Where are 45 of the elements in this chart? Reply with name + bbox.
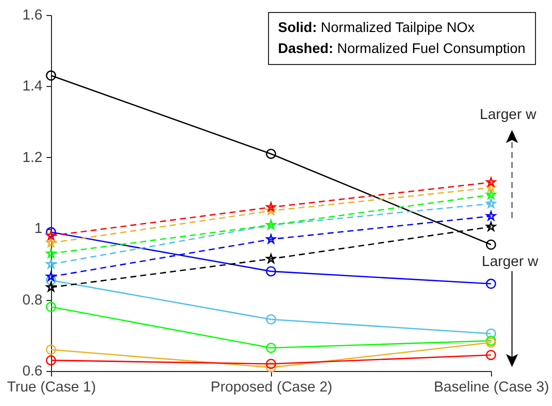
point (266, 342, 276, 353)
point (486, 222, 496, 232)
point (266, 358, 276, 369)
point (266, 266, 276, 276)
point (266, 206, 276, 216)
y-tick-label: 1 (34, 221, 42, 238)
point (266, 148, 276, 159)
y-tick-label: 1.4 (22, 78, 42, 95)
annotation: Dashed: Normalized Fuel Consumption (278, 39, 526, 58)
x-tick-label: Baseline (Case 3) (434, 380, 550, 396)
point (46, 70, 56, 81)
point (266, 234, 276, 244)
point (46, 259, 56, 268)
point (46, 272, 56, 281)
point (266, 362, 276, 373)
point (266, 202, 276, 212)
point (486, 278, 496, 289)
point (486, 190, 496, 200)
point (266, 314, 276, 324)
point (46, 282, 56, 292)
y-tick-label: 0.8 (22, 292, 42, 308)
point (486, 240, 496, 250)
point (46, 238, 56, 248)
point (486, 328, 496, 339)
x-tick-label: Proposed (Case 2) (210, 380, 332, 396)
point (46, 248, 56, 258)
annotation: Larger w (482, 254, 539, 270)
point (486, 177, 496, 187)
point (46, 275, 56, 286)
point (486, 211, 496, 220)
x-tick-label: True (Case 1) (7, 380, 96, 396)
point (486, 182, 496, 192)
point (46, 355, 56, 366)
point (46, 302, 56, 312)
y-tick-label: 0.6 (22, 364, 42, 380)
point (46, 230, 56, 240)
annotation: Larger w (480, 107, 537, 123)
point (46, 344, 56, 355)
annotation: Solid: Normalized Tailpipe NOx (278, 18, 476, 37)
y-tick-label: 1.2 (22, 150, 42, 166)
point (486, 198, 496, 208)
point (46, 227, 56, 238)
y-tick-label: 1.6 (22, 8, 42, 24)
point (486, 350, 496, 360)
point (266, 254, 276, 264)
